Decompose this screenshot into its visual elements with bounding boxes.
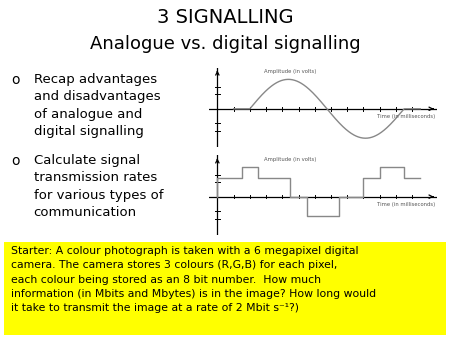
Text: Amplitude (in volts): Amplitude (in volts): [264, 69, 317, 74]
Text: Calculate signal
transmission rates
for various types of
communication: Calculate signal transmission rates for …: [34, 154, 163, 219]
Text: 3 SIGNALLING: 3 SIGNALLING: [157, 8, 293, 27]
Text: Time (in milliseconds): Time (in milliseconds): [377, 202, 435, 207]
Text: Recap advantages
and disadvantages
of analogue and
digital signalling: Recap advantages and disadvantages of an…: [34, 73, 160, 138]
Text: o: o: [11, 73, 20, 87]
Text: Time (in milliseconds): Time (in milliseconds): [377, 114, 435, 119]
FancyBboxPatch shape: [4, 242, 446, 335]
Text: Starter: A colour photograph is taken with a 6 megapixel digital
camera. The cam: Starter: A colour photograph is taken wi…: [11, 246, 376, 313]
Text: o: o: [11, 154, 20, 168]
Text: Amplitude (in volts): Amplitude (in volts): [264, 157, 317, 162]
Text: Analogue vs. digital signalling: Analogue vs. digital signalling: [90, 35, 360, 53]
